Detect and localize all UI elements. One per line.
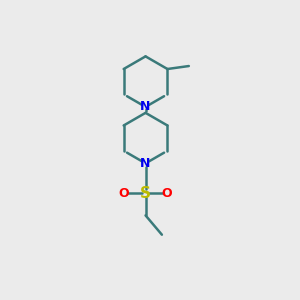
Text: N: N bbox=[140, 157, 151, 170]
Text: O: O bbox=[162, 187, 172, 200]
Text: O: O bbox=[119, 187, 130, 200]
Text: N: N bbox=[140, 100, 151, 113]
Text: S: S bbox=[140, 186, 151, 201]
